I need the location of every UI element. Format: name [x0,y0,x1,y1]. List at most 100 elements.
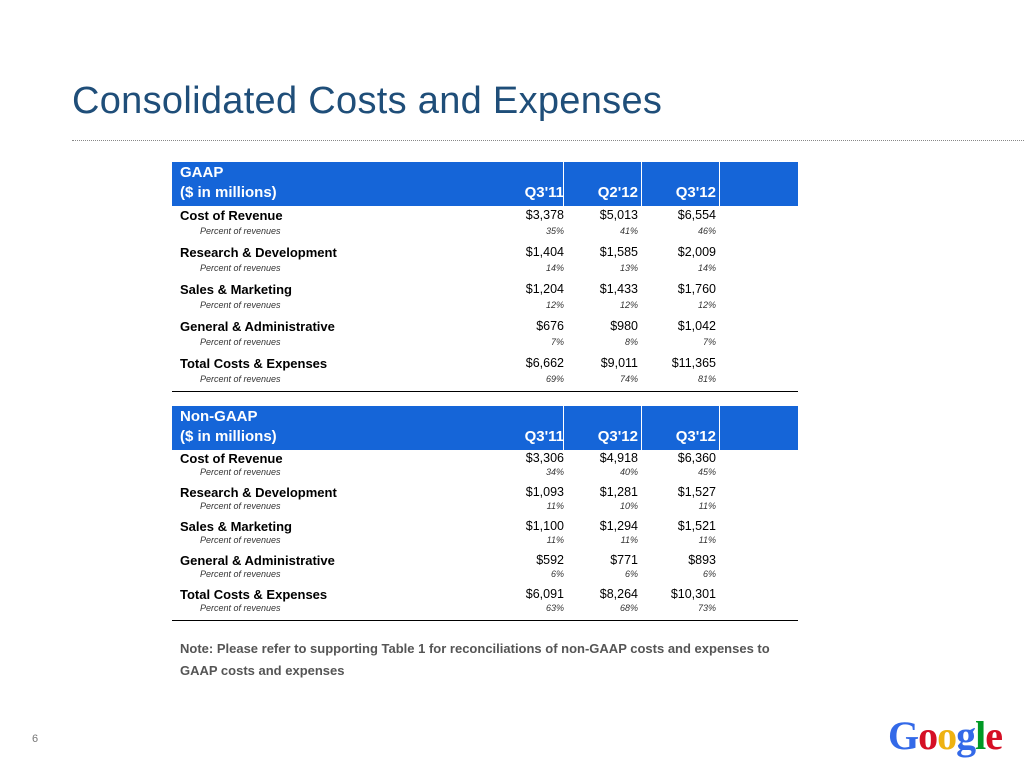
percent-value: 6% [550,569,564,579]
percent-label: Percent of revenues [200,467,281,477]
cell-value: $1,585 [599,245,638,259]
percent-value: 68% [619,603,638,613]
percent-label: Percent of revenues [200,603,281,613]
logo-letter: o [937,713,957,758]
table-row-total: Total Costs & Expenses $6,091 $8,264 $10… [172,586,798,602]
percent-value: 74% [619,374,638,384]
logo-letter: g [956,713,976,758]
percent-value: 46% [697,226,716,236]
percent-value: 63% [545,603,564,613]
percent-row: Percent of revenues 7% 8% 7% [172,335,798,354]
table-header: GAAP ($ in millions) Q3'11 Q2'12 Q3'12 [172,162,798,206]
table-row: Cost of Revenue $3,378 $5,013 $6,554 [172,206,798,224]
percent-row: Percent of revenues 12% 12% 12% [172,298,798,317]
column-header: Q2'12 [597,184,638,201]
percent-label: Percent of revenues [200,300,281,310]
footnote: Note: Please refer to supporting Table 1… [180,641,770,678]
header-divider [641,162,642,206]
cell-value: $5,013 [599,208,638,222]
cell-value: $676 [536,319,564,333]
row-label: Cost of Revenue [180,451,283,466]
row-label: Sales & Marketing [180,519,292,534]
cell-value: $10,301 [670,587,716,601]
percent-row: Percent of revenues 69% 74% 81% [172,372,798,391]
google-logo: Google [888,712,1003,759]
percent-value: 7% [702,337,716,347]
percent-label: Percent of revenues [200,501,281,511]
cell-value: $1,294 [599,519,638,533]
row-label: General & Administrative [180,319,335,334]
percent-row: Percent of revenues 35% 41% 46% [172,224,798,243]
cell-value: $1,527 [677,485,716,499]
percent-value: 35% [545,226,564,236]
table-bottom-rule [172,620,798,621]
percent-value: 13% [619,263,638,273]
cell-value: $3,306 [525,451,564,465]
percent-row: Percent of revenues 11% 10% 11% [172,500,798,518]
percent-value: 11% [698,501,716,511]
page-number: 6 [32,733,39,745]
percent-value: 11% [546,501,564,511]
percent-value: 11% [698,535,716,545]
cell-value: $1,100 [525,519,564,533]
percent-value: 41% [619,226,638,236]
table-row: Research & Development $1,404 $1,585 $2,… [172,243,798,261]
cell-value: $8,264 [599,587,638,601]
percent-row: Percent of revenues 6% 6% 6% [172,568,798,586]
cell-value: $6,360 [677,451,716,465]
cell-value: $6,554 [677,208,716,222]
logo-letter: G [888,713,919,758]
cell-value: $893 [688,553,716,567]
percent-value: 34% [545,467,564,477]
percent-label: Percent of revenues [200,263,281,273]
table-row: Sales & Marketing $1,100 $1,294 $1,521 [172,518,798,534]
table-row-total: Total Costs & Expenses $6,662 $9,011 $11… [172,354,798,372]
header-divider [641,406,642,450]
table-row: Sales & Marketing $1,204 $1,433 $1,760 [172,280,798,298]
percent-row: Percent of revenues 11% 11% 11% [172,534,798,552]
cell-value: $771 [610,553,638,567]
table-row: Cost of Revenue $3,306 $4,918 $6,360 [172,450,798,466]
table-row: General & Administrative $592 $771 $893 [172,552,798,568]
row-label: Research & Development [180,245,337,260]
logo-letter: l [975,713,986,758]
column-header: Q3'11 [524,184,564,201]
percent-row: Percent of revenues 63% 68% 73% [172,602,798,620]
cell-value: $1,093 [525,485,564,499]
percent-value: 12% [619,300,638,310]
cell-value: $6,091 [525,587,564,601]
percent-value: 40% [619,467,638,477]
percent-value: 10% [619,501,638,511]
cell-value: $2,009 [677,245,716,259]
cell-value: $1,521 [677,519,716,533]
row-label: General & Administrative [180,553,335,568]
cell-value: $1,404 [525,245,564,259]
title-divider [72,140,1024,141]
percent-value: 11% [546,535,564,545]
cell-value: $980 [610,319,638,333]
percent-value: 14% [697,263,716,273]
cell-value: $592 [536,553,564,567]
percent-label: Percent of revenues [200,374,281,384]
header-divider [719,162,720,206]
cell-value: $9,011 [600,356,638,370]
percent-value: 7% [550,337,564,347]
percent-value: 69% [545,374,564,384]
column-header: Q3'12 [675,428,716,445]
table-header: Non-GAAP ($ in millions) Q3'11 Q3'12 Q3'… [172,406,798,450]
percent-label: Percent of revenues [200,569,281,579]
row-label: Cost of Revenue [180,208,283,223]
column-header: Q3'12 [597,428,638,445]
percent-value: 12% [697,300,716,310]
percent-value: 8% [624,337,638,347]
header-nongaap-label: Non-GAAP [180,408,258,425]
table-row: General & Administrative $676 $980 $1,04… [172,317,798,335]
percent-value: 12% [545,300,564,310]
percent-value: 81% [697,374,716,384]
gaap-table: GAAP ($ in millions) Q3'11 Q2'12 Q3'12 C… [172,162,798,392]
header-units-label: ($ in millions) [180,428,277,445]
percent-label: Percent of revenues [200,226,281,236]
header-divider [719,406,720,450]
table-row: Research & Development $1,093 $1,281 $1,… [172,484,798,500]
row-label: Total Costs & Expenses [180,587,328,602]
